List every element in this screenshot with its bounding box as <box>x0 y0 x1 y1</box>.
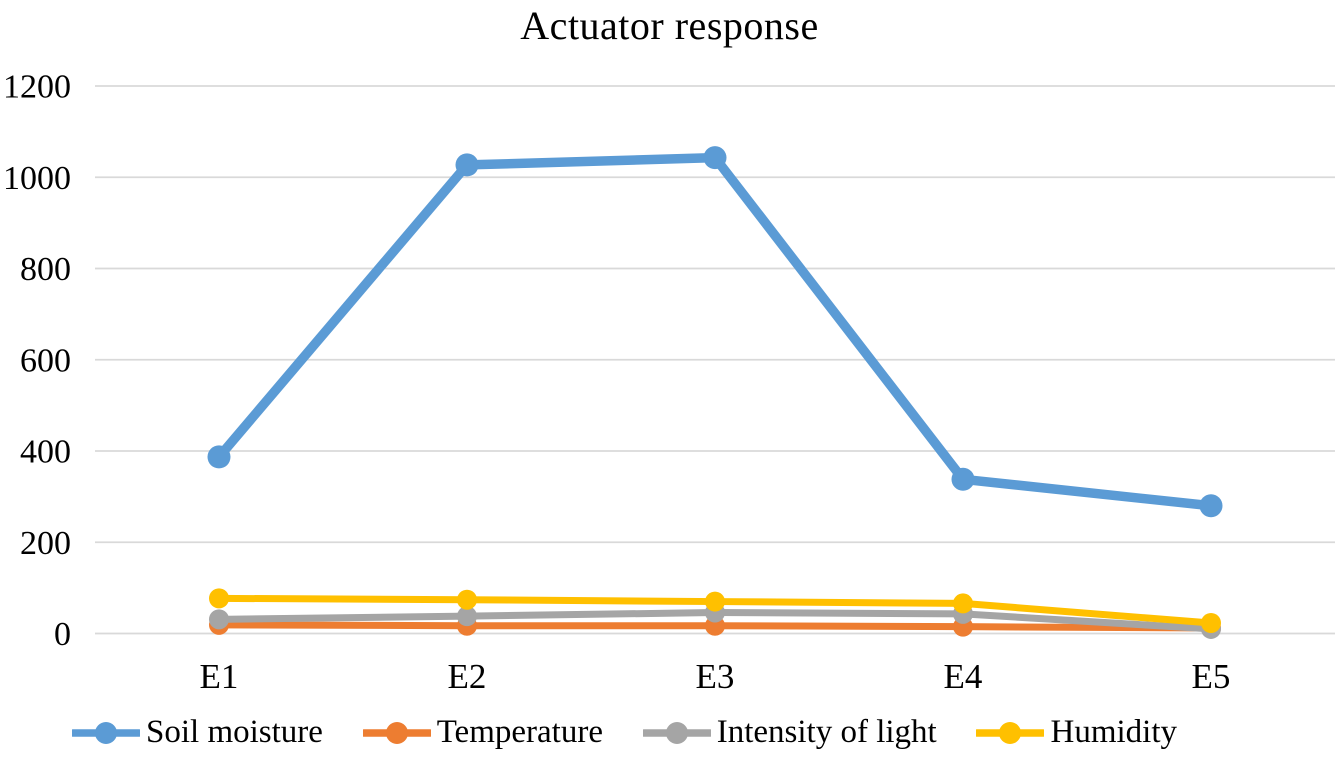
y-tick-label-1200: 1200 <box>3 69 71 106</box>
y-tick-label-400: 400 <box>20 434 71 471</box>
x-label-e5: E5 <box>1192 657 1231 696</box>
legend-label: Humidity <box>1050 714 1177 750</box>
y-tick-label-0: 0 <box>54 616 71 653</box>
point-soil-moisture-e1 <box>207 445 231 469</box>
legend-label: Temperature <box>436 714 603 750</box>
point-soil-moisture-e2 <box>455 153 479 177</box>
chart-title: Actuator response <box>520 3 819 48</box>
point-intensity-of-light-e2 <box>457 606 477 627</box>
legend-marker-intensity-of-light-icon <box>642 721 711 744</box>
x-label-e2: E2 <box>448 657 487 696</box>
y-tick-label-1000: 1000 <box>3 160 71 197</box>
y-tick-label-800: 800 <box>20 251 71 288</box>
series-line-soil-moisture <box>214 152 1216 511</box>
point-humidity-e2 <box>457 589 477 610</box>
x-label-e3: E3 <box>696 657 735 696</box>
legend-marker-temperature-icon <box>362 721 431 744</box>
plot-area: 0 200 400 600 800 1000 1200 E1 E2 E3 E4 E5 <box>3 69 1335 696</box>
legend-marker-soil-moisture-icon <box>72 721 140 744</box>
legend-label: Intensity of light <box>716 714 937 750</box>
point-humidity-e4 <box>953 593 973 614</box>
legend-item-humidity: Humidity <box>976 714 1177 751</box>
point-humidity-e5 <box>1201 613 1221 634</box>
point-soil-moisture-e3 <box>703 146 727 170</box>
legend-item-soil-moisture: Soil moisture <box>72 714 323 751</box>
legend-marker-humidity-icon <box>976 721 1045 744</box>
legend-label: Soil moisture <box>146 714 323 750</box>
y-tick-label-200: 200 <box>20 525 71 562</box>
legend-item-intensity-of-light: Intensity of light <box>642 714 937 751</box>
legend-item-temperature: Temperature <box>362 714 603 751</box>
x-label-e1: E1 <box>200 657 239 696</box>
y-tick-label-600: 600 <box>20 342 71 379</box>
point-soil-moisture-e4 <box>951 467 975 491</box>
point-humidity-e3 <box>705 591 725 612</box>
legend: Soil moisture Temperature Intensity of lig… <box>72 714 1177 751</box>
point-humidity-e1 <box>209 588 229 609</box>
point-soil-moisture-e5 <box>1199 494 1223 518</box>
point-intensity-of-light-e1 <box>209 609 229 630</box>
x-label-e4: E4 <box>944 657 983 696</box>
